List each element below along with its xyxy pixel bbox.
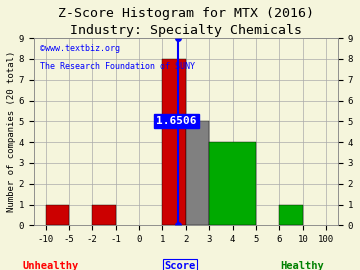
Text: Score: Score bbox=[165, 261, 195, 270]
Bar bbox=[209, 142, 256, 225]
Text: Unhealthy: Unhealthy bbox=[22, 261, 78, 270]
Y-axis label: Number of companies (20 total): Number of companies (20 total) bbox=[7, 51, 16, 212]
Bar bbox=[92, 205, 116, 225]
Text: The Research Foundation of SUNY: The Research Foundation of SUNY bbox=[40, 62, 195, 72]
Bar bbox=[162, 59, 186, 225]
Bar bbox=[45, 205, 69, 225]
Bar bbox=[279, 205, 303, 225]
Text: ©www.textbiz.org: ©www.textbiz.org bbox=[40, 44, 120, 53]
Title: Z-Score Histogram for MTX (2016)
Industry: Specialty Chemicals: Z-Score Histogram for MTX (2016) Industr… bbox=[58, 7, 314, 37]
Bar bbox=[186, 122, 209, 225]
Text: 1.6506: 1.6506 bbox=[156, 116, 197, 126]
Text: Healthy: Healthy bbox=[280, 261, 324, 270]
